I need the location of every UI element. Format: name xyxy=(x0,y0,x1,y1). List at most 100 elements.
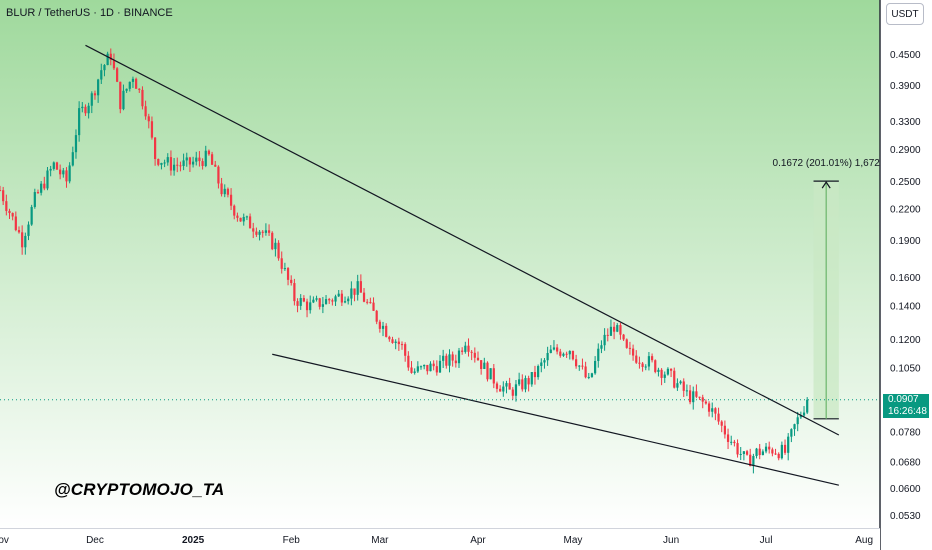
candle-body xyxy=(606,334,609,336)
candle-body xyxy=(802,412,806,416)
candle-body xyxy=(302,298,305,302)
candle-body xyxy=(473,352,476,358)
candle-body xyxy=(14,216,17,231)
candle-body xyxy=(688,390,692,403)
candle-body xyxy=(562,353,565,356)
time-axis-panel[interactable] xyxy=(0,528,880,550)
price-axis-panel[interactable] xyxy=(880,0,932,550)
candle-body xyxy=(787,436,790,453)
candle-body xyxy=(511,389,514,396)
candle-body xyxy=(755,448,758,457)
candle-body xyxy=(8,210,11,214)
candle-body xyxy=(739,454,742,456)
candle-body xyxy=(131,78,135,82)
y-tick-label: 0.0680 xyxy=(890,457,921,468)
candle-body xyxy=(74,135,78,153)
candle-body xyxy=(321,304,324,307)
candle-body xyxy=(125,88,128,91)
candle-body xyxy=(445,355,448,366)
y-tick-label: 0.2200 xyxy=(890,204,921,215)
candle-body xyxy=(625,339,628,348)
candle-body xyxy=(33,192,36,207)
measure-label: 0.1672 (201.01%) 1,672 xyxy=(773,158,881,169)
candle-body xyxy=(391,339,394,343)
candle-body xyxy=(556,347,559,352)
candle-body xyxy=(587,376,590,378)
candle-body xyxy=(631,348,635,356)
trendline-lower[interactable] xyxy=(272,353,839,486)
candle-body xyxy=(324,299,328,305)
candle-body xyxy=(350,288,353,299)
candle-body xyxy=(486,362,489,380)
candle-body xyxy=(502,386,505,392)
candle-body xyxy=(198,157,201,162)
candle-body xyxy=(65,170,68,182)
candle-body xyxy=(261,231,264,233)
candle-body xyxy=(780,444,783,459)
candle-body xyxy=(179,165,182,167)
candle-body xyxy=(641,363,644,367)
candle-body xyxy=(663,374,666,378)
x-tick-label: Apr xyxy=(470,535,486,546)
y-tick-label: 0.1400 xyxy=(890,302,921,313)
candle-body xyxy=(78,108,81,136)
candle-body xyxy=(378,321,381,329)
candle-body xyxy=(508,383,511,390)
candle-body xyxy=(381,325,385,329)
candle-body xyxy=(385,325,388,337)
candle-body xyxy=(660,369,663,378)
candle-body xyxy=(185,157,188,161)
candle-body xyxy=(109,53,112,60)
candle-body xyxy=(581,365,584,367)
candle-body xyxy=(733,441,736,444)
candle-body xyxy=(331,300,334,302)
candle-body xyxy=(416,366,419,372)
candle-body xyxy=(451,354,454,361)
candle-body xyxy=(207,150,211,155)
y-tick-label: 0.3300 xyxy=(890,117,921,128)
countdown-timer: 16:26:48 xyxy=(888,405,927,417)
candle-body xyxy=(347,298,350,302)
candle-body xyxy=(191,161,195,165)
y-tick-label: 0.1200 xyxy=(890,335,921,346)
candle-body xyxy=(413,371,416,373)
candle-body xyxy=(299,298,302,306)
candle-body xyxy=(533,372,537,378)
trendline-upper[interactable] xyxy=(85,44,840,436)
candle-body xyxy=(669,368,673,371)
candle-body xyxy=(141,89,144,107)
candle-body xyxy=(318,298,321,307)
candle-body xyxy=(711,408,714,412)
candle-body xyxy=(600,345,603,349)
candle-body xyxy=(793,424,796,430)
candle-body xyxy=(362,292,366,302)
candle-body xyxy=(122,90,125,110)
candle-body xyxy=(419,366,423,368)
candle-body xyxy=(229,194,233,206)
candle-body xyxy=(521,379,524,390)
candle-body xyxy=(328,299,331,301)
candle-body xyxy=(163,162,166,164)
candle-body xyxy=(293,283,296,302)
candle-body xyxy=(752,456,755,467)
candle-body xyxy=(704,401,708,404)
candle-body xyxy=(81,106,84,109)
symbol-title[interactable]: BLUR / TetherUS · 1D · BINANCE xyxy=(6,7,173,19)
candle-body xyxy=(242,216,245,222)
candle-body xyxy=(353,288,356,295)
candle-body xyxy=(679,381,682,384)
candle-body xyxy=(271,232,274,250)
candle-body xyxy=(68,165,71,182)
candle-body xyxy=(714,408,717,414)
candle-body xyxy=(372,302,375,311)
candle-body xyxy=(635,355,638,363)
candle-body xyxy=(666,368,670,375)
candle-body xyxy=(628,347,632,349)
candle-body xyxy=(423,364,426,367)
candle-body xyxy=(252,228,255,232)
candle-body xyxy=(2,190,5,202)
candle-body xyxy=(527,378,530,385)
currency-button[interactable]: USDT xyxy=(886,3,924,25)
